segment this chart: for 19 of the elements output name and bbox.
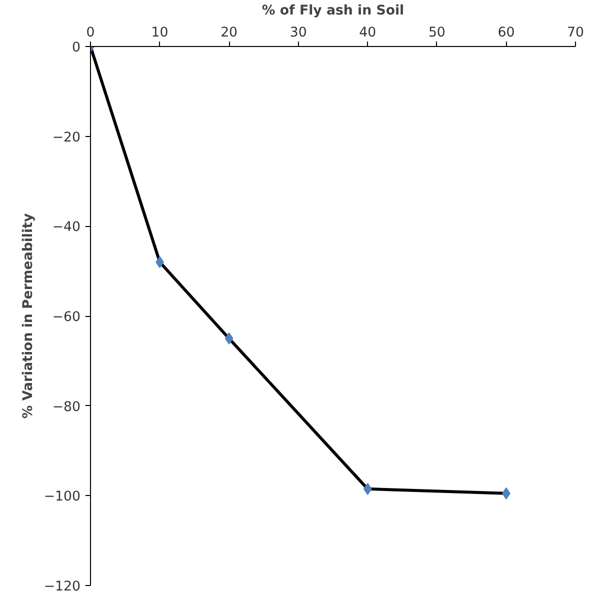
point	[363, 482, 372, 495]
y-tick-label: −20	[52, 130, 81, 146]
x-tick-label: 10	[151, 26, 168, 40]
x-tick-label: 40	[359, 26, 376, 40]
point	[224, 332, 234, 344]
y-tick-label: −80	[52, 400, 81, 415]
x-tick-label: 30	[290, 26, 307, 40]
y-axis-title: % Variation in Permeability	[20, 213, 36, 419]
x-tick-label: 50	[428, 26, 446, 40]
y-tick-label: −120	[44, 580, 81, 594]
y-tick-label: −40	[52, 220, 81, 236]
x-tick-label: 20	[220, 26, 238, 40]
y-tick-label: −100	[44, 490, 81, 505]
y-tick-label: −60	[52, 310, 81, 325]
x-tick-label: 70	[567, 26, 584, 40]
x-tick-label: 60	[498, 26, 515, 40]
y-tick-label: 0	[72, 40, 81, 56]
x-axis-title: % of Fly ash in Soil	[262, 4, 404, 18]
x-tick-label: 0	[86, 26, 95, 40]
